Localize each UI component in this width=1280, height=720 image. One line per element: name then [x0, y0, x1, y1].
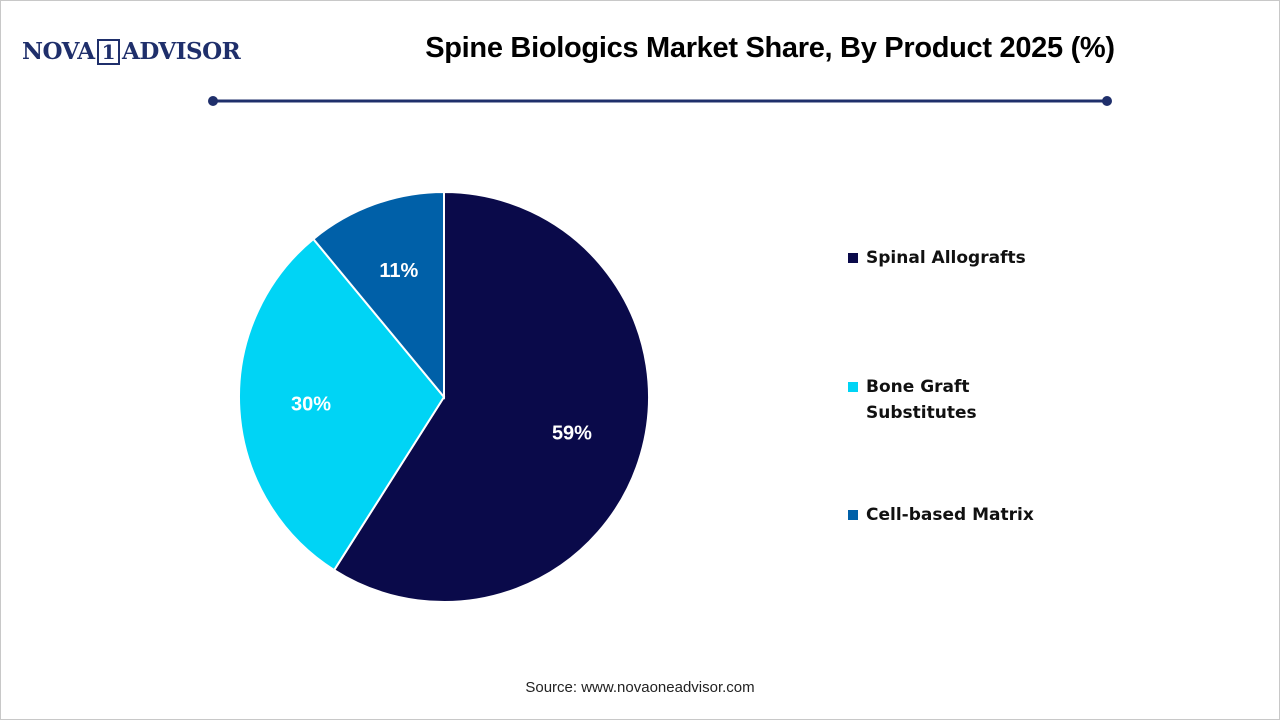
legend-item: Cell-based Matrix: [848, 502, 1048, 528]
source: Source: www.novaoneadvisor.com: [525, 679, 755, 696]
legend-item: Spinal Allografts: [848, 245, 1048, 271]
value-label: 59%: [552, 422, 592, 444]
value-label: 11%: [379, 260, 418, 282]
value-label: 30%: [291, 394, 331, 416]
legend-label: Cell-based Matrix: [866, 505, 1034, 525]
rule-dot: [208, 96, 218, 106]
pie-slice: [311, 190, 445, 400]
logo-mark: 1: [96, 39, 120, 65]
logo-text: NOVA: [22, 38, 95, 65]
legend-swatch: [848, 253, 858, 263]
pie-slice: [332, 190, 650, 603]
logo: NOVA 1 ADVISOR: [22, 38, 241, 65]
chart-title: Spine Biologics Market Share, By Product…: [425, 32, 1115, 64]
rule-dot: [1102, 96, 1112, 106]
legend-label: Spinal Allografts: [866, 248, 1026, 268]
logo-text: ADVISOR: [121, 38, 241, 65]
legend-swatch: [848, 510, 858, 520]
legend-item: Bone Graft Substitutes: [848, 374, 1048, 426]
legend-swatch: [848, 382, 858, 392]
legend-label: Bone Graft Substitutes: [866, 377, 977, 423]
pie-slice: [238, 237, 446, 572]
